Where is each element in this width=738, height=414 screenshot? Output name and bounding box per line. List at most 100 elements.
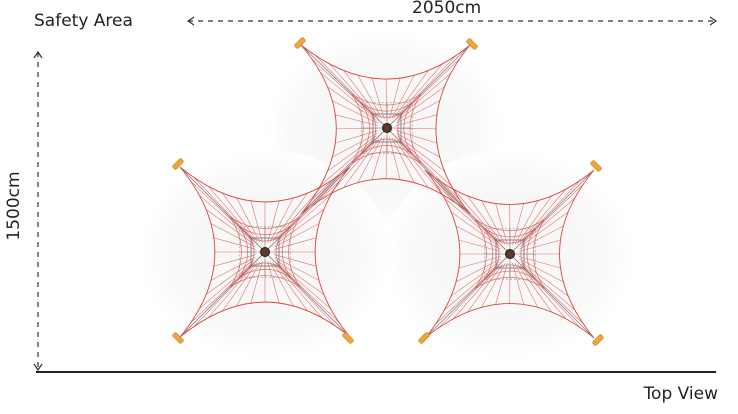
net-strand — [371, 77, 385, 120]
net-strand — [512, 203, 525, 245]
net-strand — [458, 256, 501, 269]
net-strand — [450, 211, 500, 247]
net-strand — [397, 135, 445, 172]
net-strand — [450, 261, 500, 297]
net-strand — [495, 263, 508, 305]
net-strand — [467, 264, 503, 313]
net-strand — [250, 200, 263, 243]
net-strand — [267, 200, 280, 243]
net-strand — [205, 259, 255, 295]
height-dimension-line — [33, 50, 43, 372]
net-structures — [179, 44, 595, 339]
view-label: Top View — [643, 384, 718, 404]
net-strand — [519, 239, 561, 252]
net-strand — [272, 262, 308, 312]
net-strand — [329, 139, 377, 195]
net-strand — [250, 261, 263, 304]
net-strand — [521, 197, 576, 245]
net-strand — [467, 195, 503, 244]
anchor-post-icon — [172, 332, 184, 344]
net-strand — [458, 239, 501, 252]
net-strand — [389, 137, 401, 180]
net-strand — [320, 72, 376, 119]
net-strand — [391, 137, 415, 183]
anchor-post-body — [466, 38, 478, 50]
net-strand — [236, 261, 261, 307]
anchor-post-body — [294, 37, 306, 49]
anchor-post-icon — [418, 332, 430, 344]
net-strand — [517, 264, 553, 313]
net-strand — [521, 263, 576, 311]
anchor-posts — [172, 37, 604, 346]
net-strand — [276, 195, 331, 243]
net-strand — [357, 137, 383, 183]
net-strand — [520, 211, 569, 247]
net-strand — [208, 186, 256, 241]
net-strand — [396, 132, 440, 158]
anchor-post-body — [592, 334, 604, 346]
net-strand — [335, 130, 378, 144]
net-strand — [274, 223, 320, 248]
net-strand — [213, 254, 256, 267]
net-strand — [519, 188, 567, 243]
net-strand — [514, 263, 539, 308]
net-strand — [236, 197, 261, 243]
net-strand — [398, 138, 452, 186]
net-strand — [274, 254, 317, 267]
net-strand — [327, 86, 377, 121]
center-mast-icon — [505, 249, 515, 259]
net-strand — [210, 223, 256, 248]
net-strand — [398, 72, 452, 119]
net-strand — [455, 258, 501, 283]
net-unit — [424, 169, 595, 339]
net-strand — [391, 75, 415, 119]
anchor-post-body — [172, 332, 184, 344]
net-strand — [519, 265, 567, 320]
net-strand — [397, 86, 445, 121]
net-strand — [519, 256, 561, 269]
net-strand — [222, 262, 258, 312]
net-strand — [519, 225, 564, 250]
net-strand — [276, 261, 331, 309]
net-strand — [394, 138, 429, 188]
net-strand — [320, 138, 376, 186]
net-strand — [396, 100, 440, 124]
net-strand — [272, 192, 308, 242]
net-strand — [275, 209, 325, 245]
net-strand — [394, 70, 429, 118]
net-strand — [481, 263, 506, 308]
net-strand — [199, 195, 254, 243]
net-strand — [269, 261, 294, 307]
net-strand — [453, 188, 501, 243]
net-strand — [396, 63, 443, 117]
safety-area-label: Safety Area — [34, 11, 133, 31]
center-mast-icon — [260, 247, 270, 257]
net-strand — [396, 139, 443, 195]
net-strand — [520, 261, 569, 297]
net-strand — [274, 237, 317, 250]
net-strand — [213, 237, 256, 250]
net-strand — [371, 137, 385, 180]
net-strand — [205, 209, 255, 245]
net-strand — [389, 78, 401, 120]
anchor-post-body — [590, 160, 602, 172]
net-strand — [329, 63, 377, 117]
net-strand — [495, 203, 508, 245]
width-dimension-line — [186, 16, 718, 26]
anchor-post-icon — [590, 160, 602, 172]
net-strand — [514, 200, 539, 245]
anchor-post-body — [342, 332, 354, 344]
net-strand — [481, 200, 506, 245]
net-strand — [274, 263, 322, 318]
anchor-post-icon — [172, 158, 184, 170]
net-strand — [327, 135, 377, 172]
anchor-post-body — [418, 332, 430, 344]
anchor-post-icon — [342, 332, 354, 344]
anchor-post-icon — [592, 334, 604, 346]
net-strand — [267, 261, 280, 304]
net-strand — [332, 132, 378, 158]
net-strand — [395, 114, 437, 126]
net-strand — [208, 263, 256, 318]
net-strand — [335, 114, 378, 126]
